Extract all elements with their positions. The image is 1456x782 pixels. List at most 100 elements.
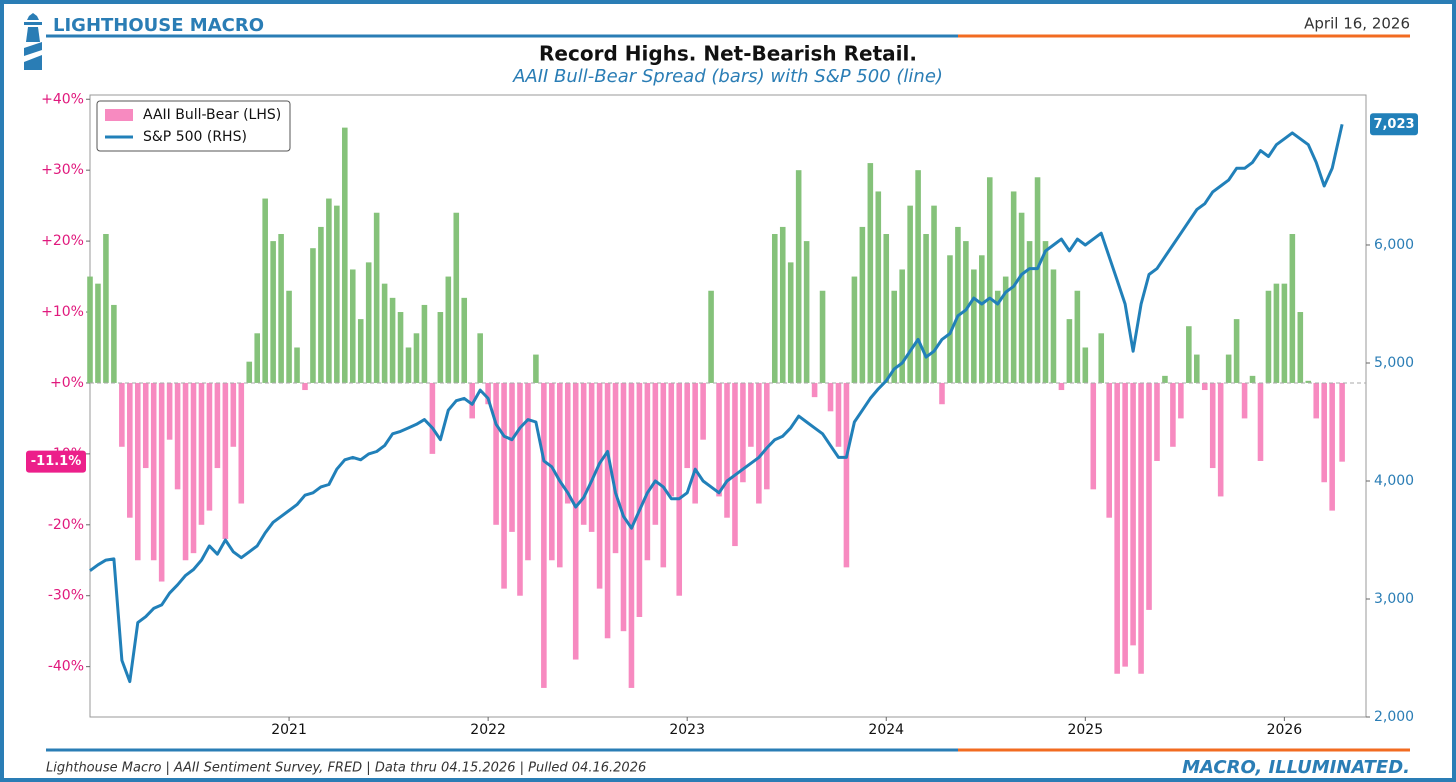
bar <box>1329 382 1335 511</box>
bar <box>397 312 404 383</box>
bar <box>1217 382 1224 497</box>
bar <box>477 333 483 383</box>
bar <box>222 382 229 539</box>
bar <box>1225 354 1232 383</box>
plot: +40%+30%+20%+10%+0%-10%-20%-30%-40%2,000… <box>26 91 1418 738</box>
bar <box>604 382 611 639</box>
bar <box>206 382 213 511</box>
bar <box>644 382 651 561</box>
bar <box>262 198 268 383</box>
end-label: -11.1% <box>31 454 82 469</box>
x-tick-label: 2022 <box>470 722 506 738</box>
bar <box>1098 333 1105 383</box>
bar <box>1058 382 1065 391</box>
bar <box>1305 380 1312 383</box>
bar <box>660 382 667 568</box>
bar <box>95 283 101 383</box>
bar <box>365 262 372 383</box>
x-tick-label: 2023 <box>669 722 705 738</box>
legend-label: AAII Bull-Bear (LHS) <box>143 107 281 123</box>
bar <box>1106 382 1112 518</box>
bar <box>1074 290 1081 383</box>
bar <box>994 290 1001 383</box>
bar <box>748 382 754 447</box>
bar <box>1162 375 1168 383</box>
bar <box>1249 375 1256 383</box>
bar <box>111 304 117 383</box>
bar <box>549 382 555 561</box>
bar <box>580 382 587 525</box>
end-label-box <box>1370 113 1418 136</box>
bar <box>564 382 571 504</box>
bar <box>1313 382 1320 419</box>
bar <box>158 382 165 582</box>
bar <box>134 382 141 561</box>
bar <box>891 290 898 383</box>
logo <box>24 13 42 70</box>
bar <box>843 382 850 568</box>
bar <box>732 382 738 547</box>
bar <box>1154 382 1160 461</box>
y-tick-label: +10% <box>41 304 84 320</box>
bar <box>278 234 284 383</box>
bar <box>533 354 539 383</box>
bar <box>955 226 961 383</box>
bar <box>636 382 643 617</box>
bar <box>827 382 834 412</box>
bar <box>103 234 109 383</box>
bar <box>150 382 157 561</box>
bar <box>1339 382 1345 462</box>
bar <box>461 297 468 383</box>
y2-tick-label: 6,000 <box>1374 237 1414 253</box>
bar <box>182 382 189 561</box>
bar <box>787 262 794 383</box>
footer-source: Lighthouse Macro | AAII Sentiment Survey… <box>46 761 646 776</box>
bar <box>867 163 874 383</box>
y-tick-label: +0% <box>50 375 84 391</box>
bar <box>708 290 714 383</box>
bar <box>517 382 523 596</box>
end-label-box <box>26 450 86 473</box>
bar <box>1082 347 1089 383</box>
bar <box>389 297 396 383</box>
bar <box>421 304 428 383</box>
bar <box>883 234 890 383</box>
bar <box>979 255 985 383</box>
bar <box>835 382 842 447</box>
bar <box>628 382 635 688</box>
bar <box>119 382 125 447</box>
bar <box>1130 382 1136 646</box>
bar <box>1114 382 1120 674</box>
bar <box>1233 319 1240 383</box>
bar <box>1042 241 1049 383</box>
bar <box>764 382 770 490</box>
bar <box>270 241 276 383</box>
y2-tick-label: 2,000 <box>1374 709 1414 725</box>
bar <box>676 382 683 596</box>
bar <box>1138 382 1144 674</box>
bar <box>294 347 300 383</box>
bar <box>971 269 977 383</box>
legend-swatch <box>105 109 133 121</box>
bar <box>349 269 356 383</box>
bar <box>445 276 452 383</box>
bar <box>214 382 221 469</box>
bar <box>286 290 292 383</box>
bar <box>612 382 619 554</box>
bar <box>557 382 563 568</box>
bar <box>238 382 245 504</box>
bar <box>485 382 491 405</box>
x-tick-label: 2021 <box>271 722 307 738</box>
bar <box>899 269 905 383</box>
bar <box>724 382 730 518</box>
bar <box>127 382 133 518</box>
bar <box>915 170 921 383</box>
bar <box>525 382 531 561</box>
tagline: MACRO, ILLUMINATED. <box>1182 757 1410 778</box>
bar <box>87 276 93 383</box>
bar <box>986 177 993 383</box>
bar <box>198 382 205 525</box>
bar <box>509 382 515 532</box>
